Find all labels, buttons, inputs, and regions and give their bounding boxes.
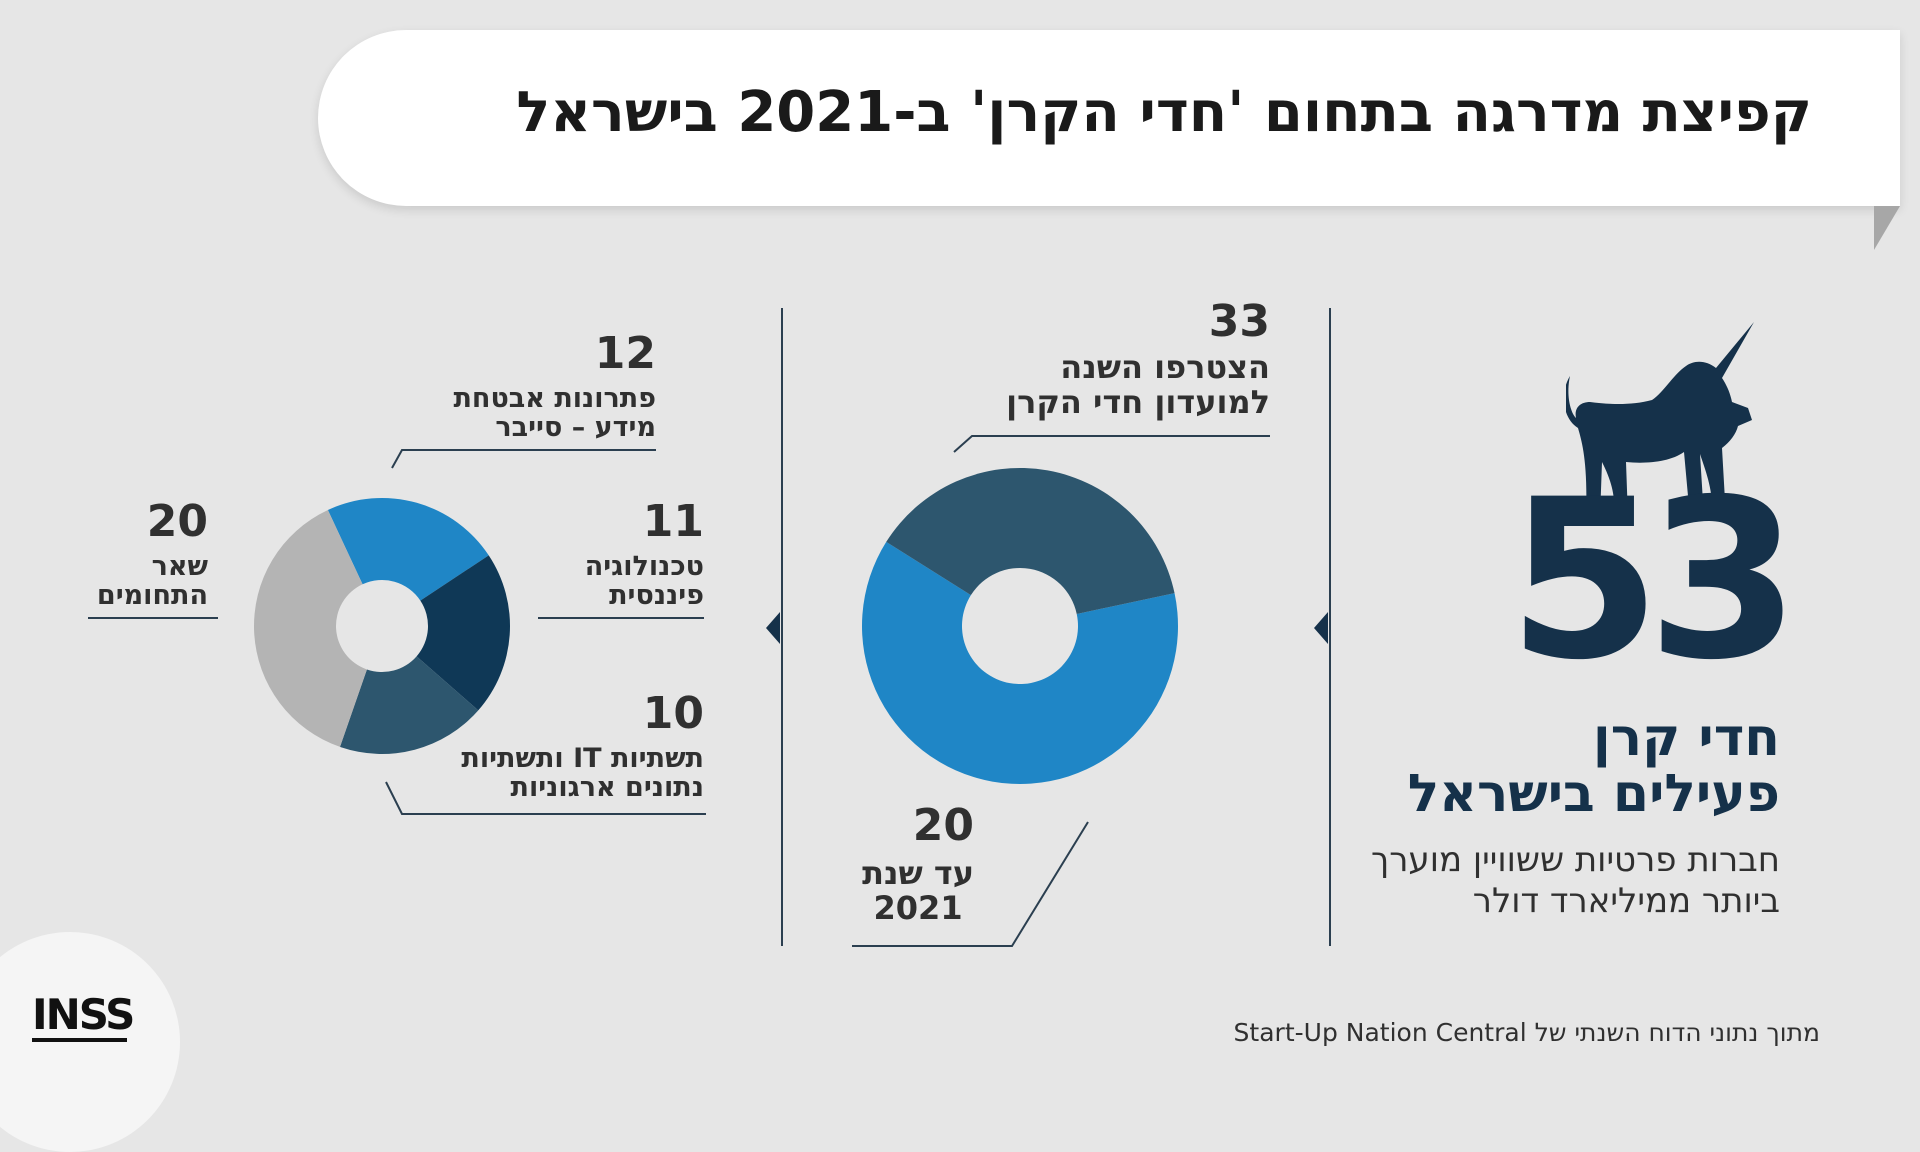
unicorn-label-line1: חדי קרן	[1592, 708, 1780, 768]
sector-donut-slice-1	[416, 555, 510, 711]
prior-label-line1: עד שנת	[862, 854, 974, 892]
other-label: שאר התחומים	[97, 552, 208, 610]
other-label-line1: שאר	[151, 551, 208, 582]
joined-value: 33	[1208, 296, 1270, 347]
it-infra-label-line2: נתונים ארגוניות	[510, 772, 704, 804]
fintech-value: 11	[642, 496, 704, 547]
cyber-label: פתרונות אבטחת מידע – סייבר	[453, 384, 656, 442]
unicorn-total: 53	[1507, 452, 1800, 708]
inss-logo: INSS	[32, 990, 135, 1039]
divider-left-pointer	[766, 612, 780, 644]
unicorn-desc-line1: חברות פרטיות ששוויין מוערך	[1370, 840, 1780, 880]
cyber-label-line1: פתרונות אבטחת	[453, 383, 656, 414]
unicorn-icon	[1566, 322, 1754, 518]
prior-leader	[852, 821, 1089, 947]
divider-right	[1329, 308, 1331, 946]
sector-donut-slice-2	[340, 656, 479, 754]
joined-label: הצטרפו השנה למועדון חדי הקרן	[1006, 350, 1270, 419]
unicorn-total-label: חדי קרן פעילים בישראל	[1408, 710, 1780, 822]
it-infra-label: תשתיות IT ותשתיות נתונים ארגוניות	[461, 744, 704, 802]
infographic: קפיצת מדרגה בתחום 'חדי הקרן' ב-2021 בישר…	[0, 30, 1900, 1152]
prior-label: עד שנת 2021	[862, 856, 974, 925]
joined-leader	[953, 435, 1270, 453]
prior-label-line2: 2021	[873, 888, 963, 927]
cyber-label-line2: מידע – סייבר	[495, 412, 656, 444]
it-infra-label-line1: תשתיות IT ותשתיות	[461, 743, 704, 774]
donut-charts	[88, 435, 1270, 947]
title-banner: קפיצת מדרגה בתחום 'חדי הקרן' ב-2021 בישר…	[318, 30, 1900, 206]
divider-left	[781, 308, 783, 946]
banner-fold	[1874, 206, 1900, 250]
fintech-label-line2: פיננסית	[609, 580, 704, 612]
sector-donut-slice-3	[254, 509, 367, 747]
joined-label-line2: למועדון חדי הקרן	[1006, 382, 1270, 421]
logo-rule	[32, 1038, 127, 1042]
cyber-value: 12	[594, 328, 656, 379]
joined-label-line1: הצטרפו השנה	[1060, 348, 1270, 386]
unicorn-donut-slice-0	[862, 541, 1178, 784]
unicorn-donut-slice-1	[886, 467, 1175, 614]
unicorn-label-line2: פעילים בישראל	[1407, 764, 1780, 825]
other-label-line2: התחומים	[96, 580, 208, 612]
unicorn-desc-line2: ביותר ממיליארד דולר	[1472, 880, 1780, 921]
it-infra-value: 10	[642, 688, 704, 739]
unicorn-description: חברות פרטיות ששוויין מוערך ביותר ממיליאר…	[1371, 840, 1780, 922]
source-note: מתוך נתוני הדוח השנתי של Start-Up Nation…	[1233, 1018, 1820, 1047]
fintech-label: טכנולוגיה פיננסית	[585, 552, 704, 610]
divider-right-pointer	[1314, 612, 1328, 644]
page-title: קפיצת מדרגה בתחום 'חדי הקרן' ב-2021 בישר…	[516, 80, 1812, 145]
sector-donut-slice-0	[327, 498, 489, 601]
fintech-label-line1: טכנולוגיה	[584, 551, 704, 582]
it-infra-leader	[385, 781, 706, 815]
cyber-leader	[391, 449, 656, 469]
prior-value: 20	[912, 800, 974, 851]
other-value: 20	[146, 496, 208, 547]
